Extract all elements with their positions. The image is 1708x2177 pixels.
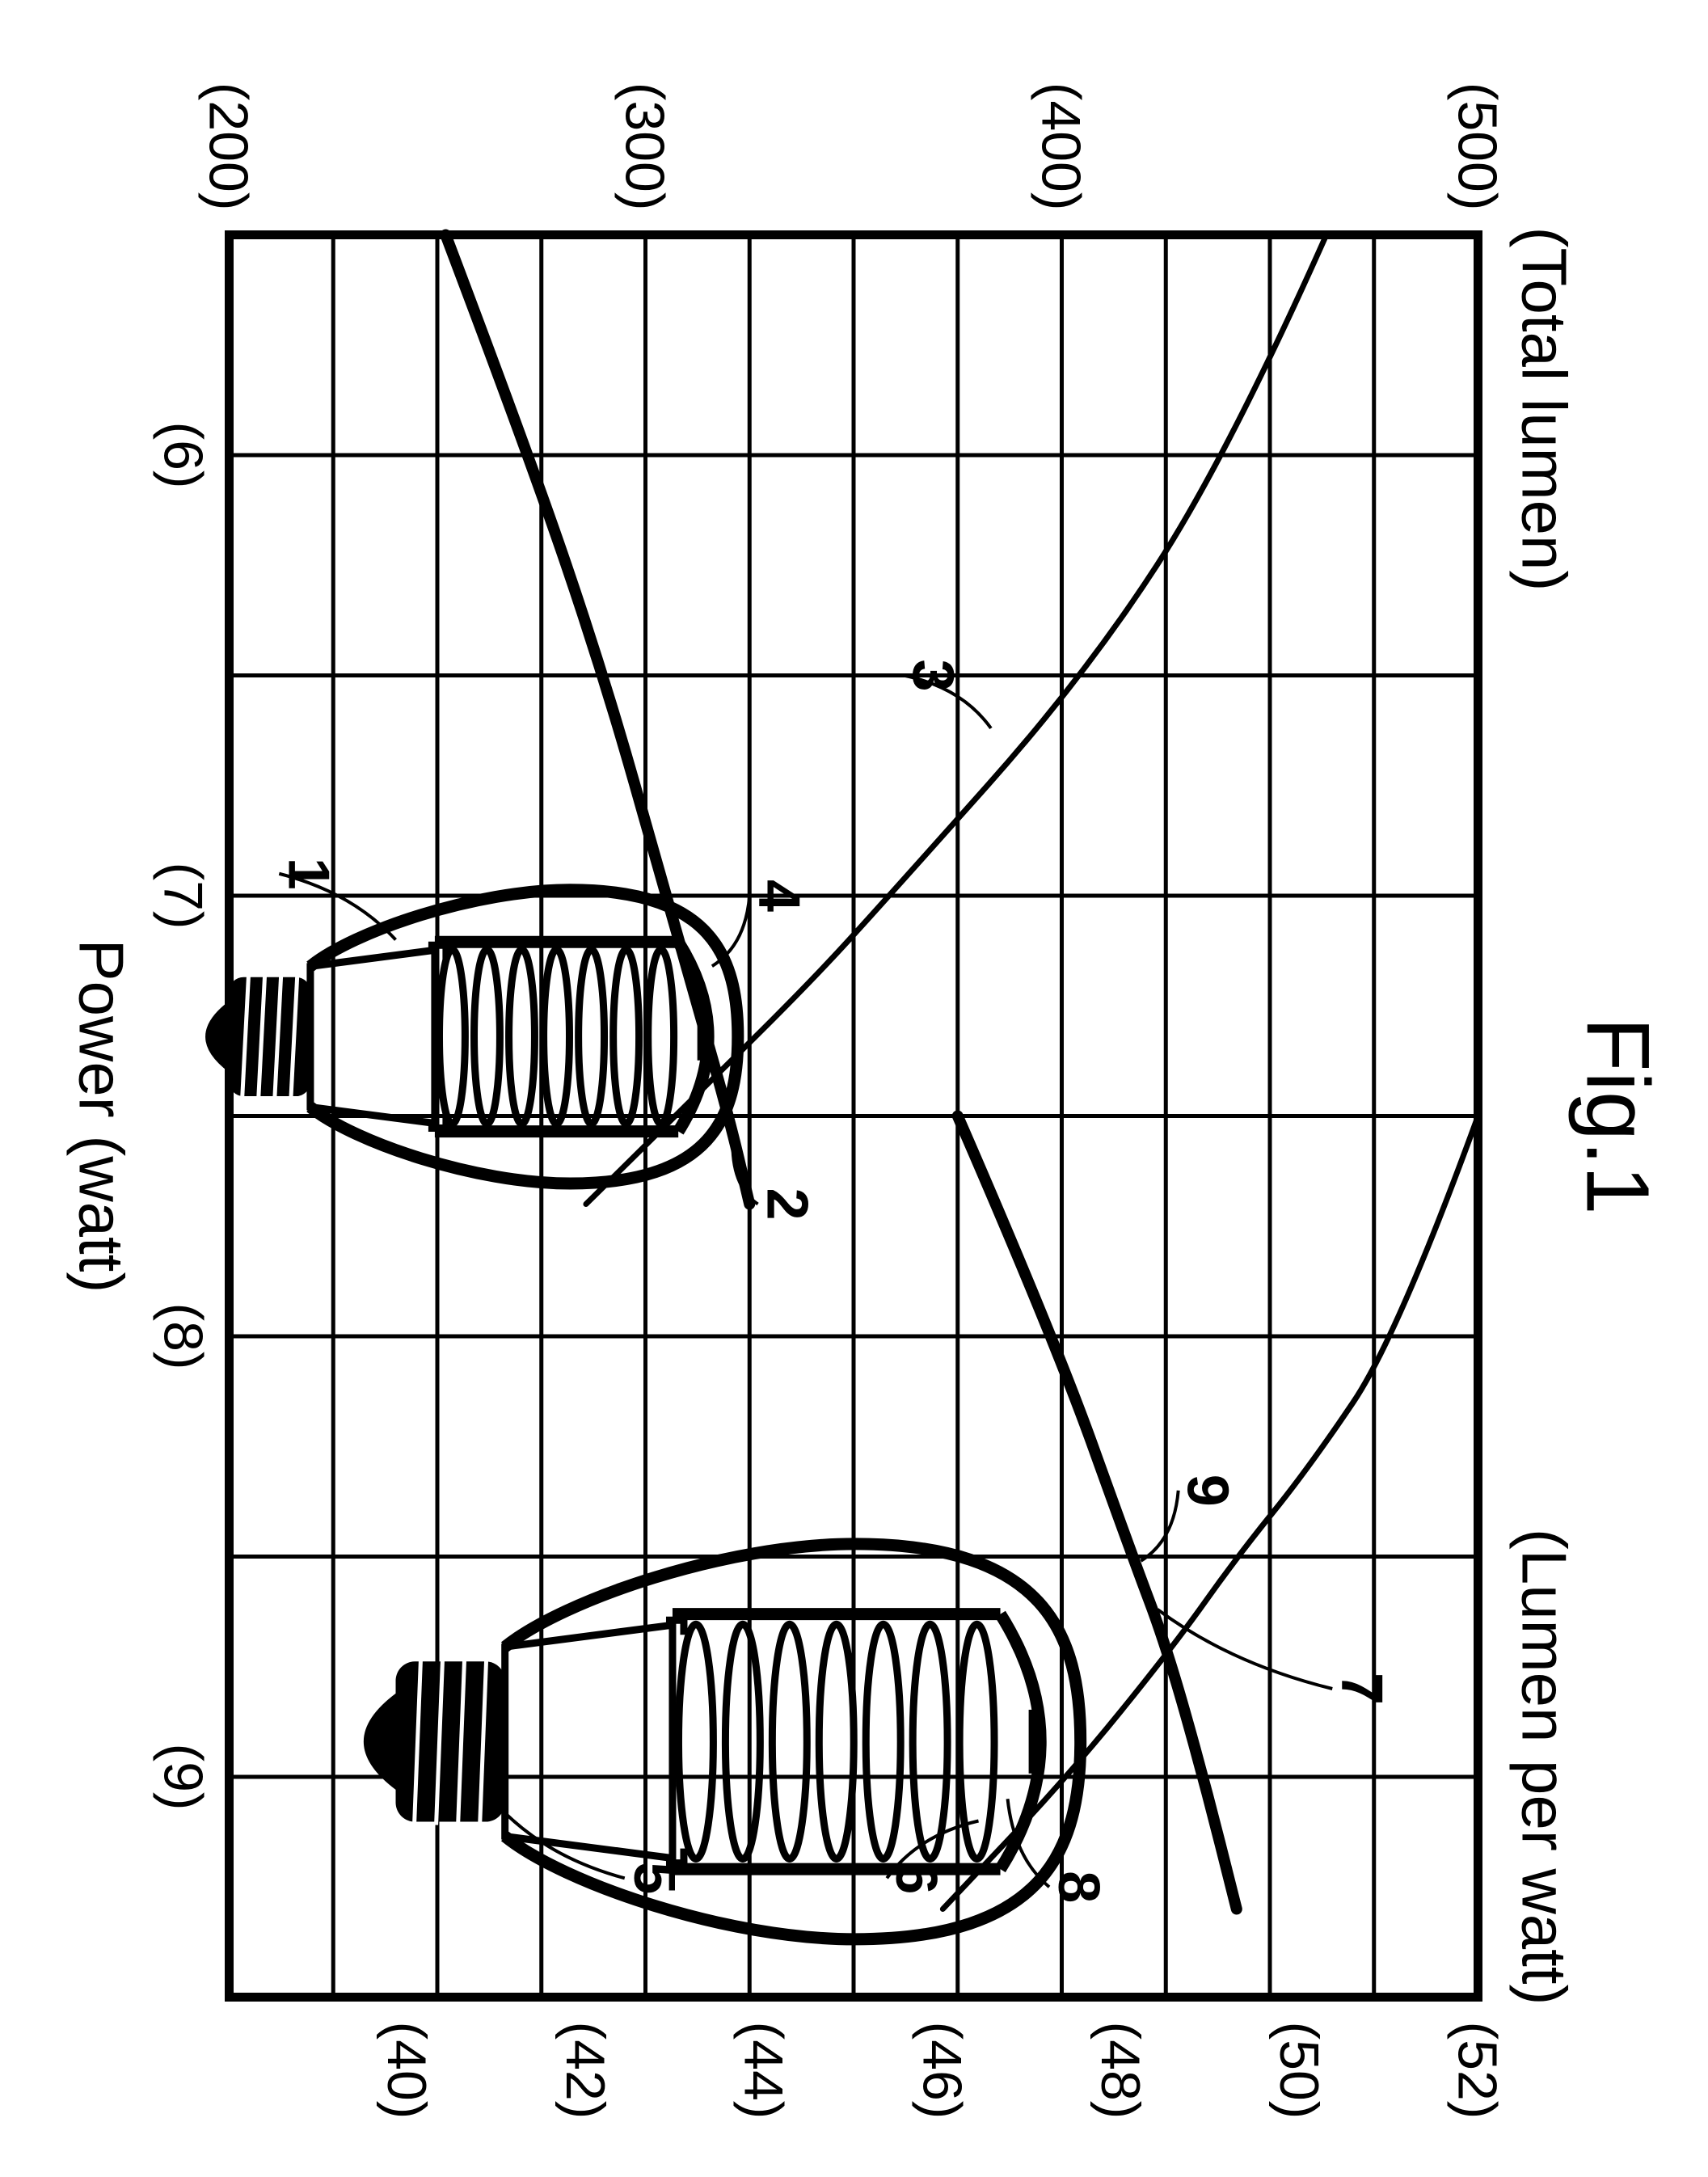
bulb-coil-turn	[647, 949, 673, 1124]
ref-label-7: 7	[1329, 1672, 1394, 1704]
right-y-tick-label: (44)	[732, 2021, 794, 2119]
ref-label-4: 4	[746, 879, 811, 911]
bulb-coil-turn	[578, 949, 604, 1124]
bulb-coil-turn	[508, 949, 534, 1124]
right-y-tick-label: (50)	[1267, 2021, 1329, 2119]
bulb-small_bulb	[205, 889, 738, 1183]
bulb-coil-turn	[613, 949, 639, 1124]
right-y-tick-label: (42)	[554, 2021, 615, 2119]
ref-label-2: 2	[754, 1188, 819, 1220]
bulb-coil-turn	[819, 1624, 854, 1858]
left-y-tick-label: (500)	[1446, 82, 1508, 210]
right-y-axis-title: (Lumen per watt)	[1508, 1528, 1579, 2005]
bulb-coil-turn	[439, 949, 465, 1124]
bulb-top-connector	[1028, 1709, 1038, 1773]
bulb-coil-turn	[866, 1624, 900, 1858]
bulb-ballast	[310, 950, 434, 1123]
x-tick-label: (6)	[152, 421, 213, 488]
bulb-screw-base	[395, 1661, 504, 1821]
right-y-tick-label: (46)	[911, 2021, 972, 2119]
ref-label-9: 9	[1175, 1474, 1239, 1506]
bulb-contact	[205, 1001, 229, 1072]
ref-label-5: 5	[621, 1862, 685, 1894]
left-y-tick-label: (200)	[197, 82, 259, 210]
right-y-tick-label: (48)	[1090, 2021, 1151, 2119]
bulb-coil-turn	[678, 1624, 713, 1858]
x-axis-title: Power (watt)	[65, 939, 137, 1293]
ref-label-3: 3	[900, 659, 964, 691]
right-y-tick-label: (52)	[1446, 2021, 1508, 2119]
left-y-tick-label: (400)	[1030, 82, 1091, 210]
bulb-coil-turn	[543, 949, 569, 1124]
x-tick-label: (8)	[152, 1302, 213, 1369]
leader-9	[1141, 1490, 1178, 1560]
x-tick-label: (9)	[152, 1743, 213, 1810]
figure-title: Fig.1	[1567, 1017, 1667, 1215]
left-y-tick-label: (300)	[614, 82, 675, 210]
ref-label-6: 6	[884, 1862, 948, 1894]
curve-7	[957, 1116, 1236, 1909]
right-y-tick-label: (40)	[376, 2021, 437, 2119]
bulb-coil-turn	[474, 949, 500, 1124]
left-y-axis-title: (Total lumen)	[1508, 226, 1579, 591]
bulb-coil-turn	[772, 1624, 807, 1858]
leader-7	[1157, 1609, 1331, 1688]
ref-label-8: 8	[1046, 1871, 1111, 1903]
bulb-coil-turn	[725, 1624, 760, 1858]
x-tick-label: (7)	[152, 862, 213, 929]
bulb-top-connector	[697, 1013, 706, 1061]
figure-svg: Fig.1 (6) (7) (8) (9) (200) (300) (400) (500) (4…	[0, 0, 1708, 2177]
bulb-coil-turn	[913, 1624, 947, 1858]
ref-label-1: 1	[276, 857, 340, 889]
